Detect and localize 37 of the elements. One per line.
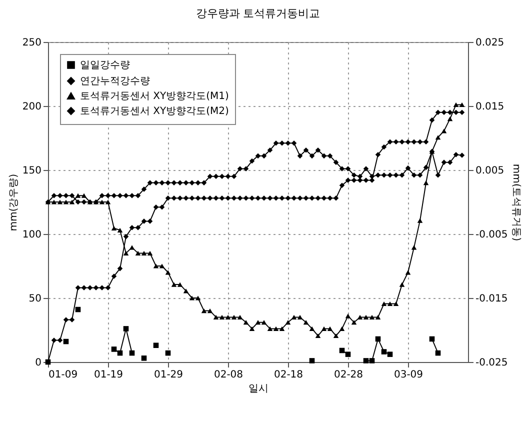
y-tick-label: 50 [28, 294, 42, 304]
point [387, 352, 393, 357]
y-tick-label: 0 [35, 358, 42, 368]
chart-title: 강우량과 토석류거동비교 [196, 7, 320, 20]
y2-tick-label: -0.015 [476, 294, 508, 304]
y2-tick-label: 0.015 [476, 102, 504, 112]
y-tick-label: 250 [22, 38, 42, 48]
point [123, 326, 129, 332]
y2-tick-label: -0.025 [476, 358, 508, 368]
x-tick-label: 02-08 [214, 370, 244, 380]
x-tick-label: 01-09 [48, 370, 78, 380]
y2-tick-label: 0.025 [476, 38, 504, 48]
point [111, 346, 117, 352]
point [381, 349, 387, 354]
point [141, 356, 147, 361]
point [369, 358, 375, 364]
x-tick-label: 01-19 [94, 370, 124, 380]
y2-tick-label: -0.005 [476, 230, 508, 240]
y2-axis-title: mm(토석류거동) [510, 164, 522, 242]
point [363, 358, 369, 364]
legend-label: 연간누적강수량 [80, 76, 150, 87]
point [345, 352, 351, 357]
x-tick-label: 01-29 [154, 370, 184, 380]
y2-tick-label: 0.005 [476, 166, 504, 176]
point [309, 358, 315, 364]
legend-label: 토석류거동센서 XY방향각도(M1) [80, 91, 230, 102]
legend-label: 일일강수량 [80, 60, 130, 71]
y-axis-title: mm(강우량) [8, 174, 20, 232]
y-tick-label: 100 [22, 230, 42, 240]
y-tick-label: 200 [22, 102, 42, 112]
x-tick-label: 02-18 [274, 370, 304, 380]
x-tick-label: 02-28 [334, 370, 364, 380]
x-tick-label: 03-09 [394, 370, 424, 380]
y-tick-label: 150 [22, 166, 42, 176]
x-axis-title: 일시 [248, 384, 268, 394]
point [153, 342, 159, 348]
legend-label: 토석류거동센서 XY방향각도(M2) [80, 106, 230, 117]
